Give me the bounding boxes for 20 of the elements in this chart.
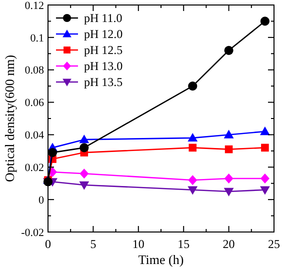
legend-label: pH 12.5	[84, 43, 123, 58]
legend-label: pH 12.0	[84, 27, 123, 42]
x-tick-label: 25	[268, 237, 280, 251]
legend-label: pH 11.0	[84, 11, 122, 26]
legend-label: pH 13.0	[84, 59, 123, 74]
x-tick-label: 10	[132, 237, 144, 251]
y-tick-label: 0.02	[24, 162, 44, 174]
y-tick-label: 0.06	[24, 97, 44, 110]
y-axis-title: Optical density(600 nm)	[2, 54, 17, 182]
y-tick-label: -0.02	[21, 226, 44, 239]
x-tick-label: 20	[222, 237, 235, 251]
x-tick-label: 5	[90, 237, 96, 251]
x-axis-title: Time (h)	[138, 252, 184, 267]
y-tick-label: 0	[38, 194, 44, 206]
y-tick-label: 0.12	[24, 0, 44, 12]
legend-label: pH 13.5	[84, 75, 123, 90]
y-tick-label: 0.08	[24, 64, 44, 77]
x-tick-label: 15	[178, 237, 190, 251]
y-tick-label: 0.1	[30, 32, 44, 44]
y-tick-label: 0.04	[24, 130, 44, 142]
